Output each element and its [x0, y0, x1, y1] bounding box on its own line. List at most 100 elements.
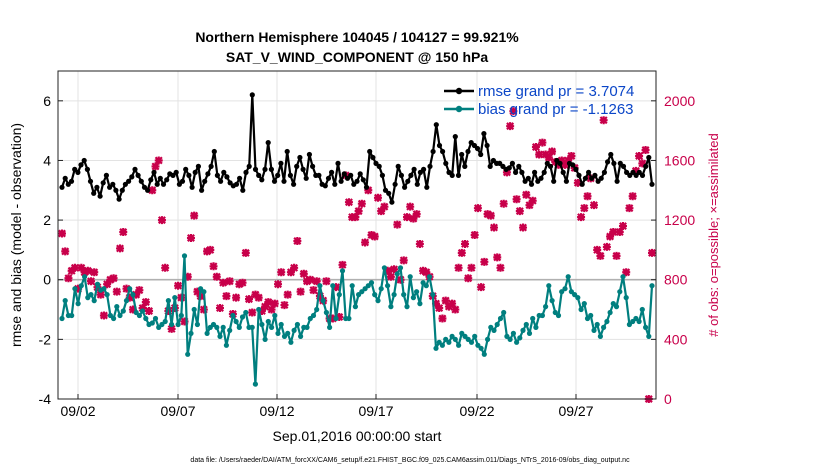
bias-point: [117, 312, 123, 319]
rmse-point: [278, 160, 284, 166]
obs-count-point: [274, 280, 283, 289]
rmse-point: [233, 181, 240, 187]
obs-count-point: [132, 290, 141, 299]
rmse-point: [303, 175, 309, 181]
bias-point: [236, 324, 242, 330]
bias-point: [397, 265, 404, 271]
obs-count-point: [309, 286, 318, 295]
obs-count-point: [522, 190, 531, 199]
rmse-point: [433, 122, 439, 128]
bias-point: [478, 345, 484, 351]
rmse-point: [195, 163, 201, 169]
obs-count-point: [164, 307, 173, 316]
rmse-point: [262, 166, 268, 172]
bias-point: [530, 315, 536, 322]
obs-count-point: [167, 324, 176, 333]
obs-count-point: [299, 269, 308, 278]
obs-count-point: [638, 159, 647, 168]
bias-point: [468, 339, 475, 345]
obs-count-point: [473, 204, 482, 213]
bias-point: [275, 330, 281, 336]
bias-point: [494, 321, 500, 328]
rmse-point: [103, 172, 109, 178]
rmse-point: [462, 163, 468, 169]
obs-count-point: [335, 313, 344, 321]
bias-point: [426, 274, 433, 280]
rmse-point: [579, 181, 585, 187]
rmse-point: [557, 160, 563, 166]
obs-count-point: [483, 210, 492, 219]
obs-count-point: [351, 213, 360, 222]
obs-count-point: [286, 268, 295, 277]
bias-point: [507, 336, 513, 342]
bias-point: [94, 281, 101, 287]
obs-count-point: [186, 233, 195, 242]
bias-point: [140, 308, 146, 314]
obs-count-point: [361, 238, 370, 247]
obs-count-point: [264, 298, 273, 307]
rmse-point: [560, 169, 566, 175]
rmse-point: [268, 166, 274, 172]
rmse-point: [59, 184, 65, 190]
obs-count-point: [557, 156, 566, 165]
bias-point: [375, 298, 381, 304]
bias-point: [407, 274, 413, 280]
rmse-point: [252, 166, 259, 172]
bias-point: [220, 324, 226, 330]
obs-count-point: [241, 248, 250, 257]
rmse-point: [586, 169, 592, 175]
rmse-point: [598, 175, 604, 181]
obs-count-point: [519, 223, 528, 232]
rmse-point: [605, 159, 611, 165]
rmse-point: [402, 184, 408, 190]
bias-point: [143, 315, 149, 322]
obs-count-point: [399, 256, 408, 265]
rmse-point: [478, 151, 484, 158]
rmse-point: [411, 166, 417, 172]
footnote: data file: /Users/raeder/DAI/ATM_forcXX/…: [190, 457, 630, 464]
rmse-point: [173, 169, 179, 175]
bias-point: [243, 309, 249, 316]
bias-point: [526, 330, 533, 336]
rmse-point: [316, 172, 322, 178]
obs-count-point: [219, 278, 228, 287]
y-axis-right-label: # of obs: o=possible; ×=assimilated: [706, 133, 721, 336]
bias-point: [327, 324, 333, 330]
obs-count-point: [506, 122, 515, 131]
bias-point: [304, 324, 310, 330]
rmse-point: [455, 172, 462, 178]
obs-count-point: [135, 286, 144, 295]
obs-count-point: [215, 304, 224, 313]
obs-count-point: [244, 295, 253, 304]
bias-point: [75, 301, 81, 307]
rmse-point: [360, 177, 366, 183]
rmse-point: [179, 178, 186, 184]
bias-point: [88, 292, 94, 298]
rmse-point: [214, 172, 220, 178]
y-tick-label: 0: [43, 272, 51, 288]
obs-count-point: [461, 239, 470, 248]
bias-point: [575, 295, 581, 301]
bias-point: [391, 292, 397, 298]
obs-count-point: [183, 272, 192, 281]
obs-count-point: [225, 277, 234, 286]
bias-point: [485, 336, 491, 342]
obs-count-point: [157, 216, 166, 225]
obs-count-point: [303, 277, 312, 286]
y-tick-label: 2: [43, 212, 51, 228]
rmse-point: [408, 172, 414, 178]
rmse-point: [249, 92, 255, 98]
obs-count-point: [283, 290, 292, 299]
obs-count-point: [490, 223, 499, 232]
bias-point: [130, 292, 136, 298]
rmse-point: [528, 181, 535, 187]
axis-ticks: 09/02 09/07 09/12 09/17 09/22 09/27 -4 -2 0 2 4 6 0 4…: [39, 93, 696, 419]
bias-point: [501, 309, 507, 316]
obs-count-point: [248, 308, 257, 317]
rmse-point: [154, 181, 160, 187]
obs-count-point: [618, 222, 627, 231]
bias-point: [520, 327, 526, 333]
bias-point: [349, 283, 355, 289]
obs-count-point: [99, 311, 108, 320]
bias-point: [388, 304, 394, 310]
